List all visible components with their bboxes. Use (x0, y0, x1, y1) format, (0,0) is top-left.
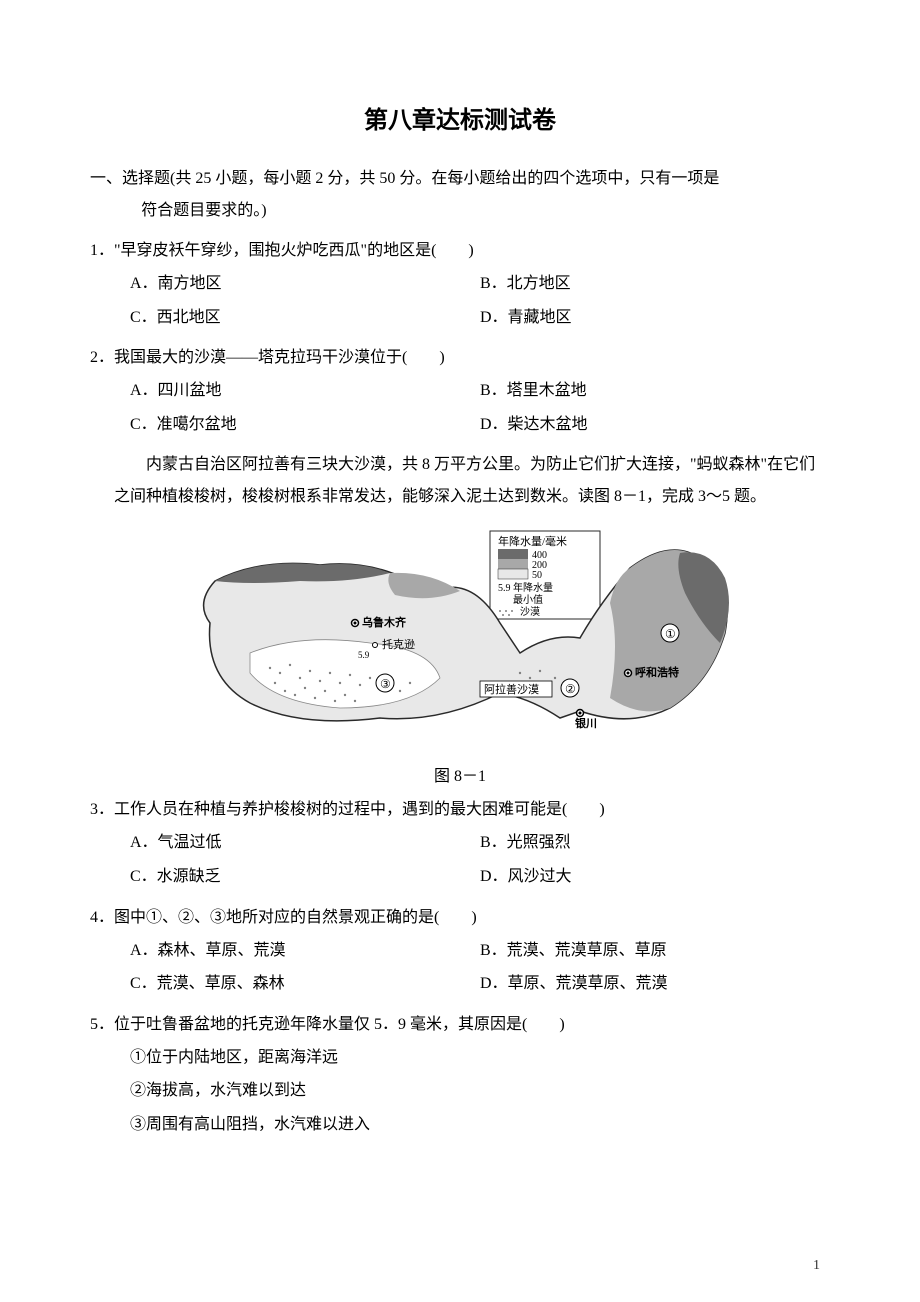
q3-option-a: A．气温过低 (130, 826, 480, 860)
legend-min1: 5.9 年降水量 (498, 581, 553, 594)
q4-option-c: C．荒漠、草原、森林 (130, 967, 480, 1001)
q3-options: A．气温过低 B．光照强烈 C．水源缺乏 D．风沙过大 (90, 826, 830, 893)
q1-options: A．南方地区 B．北方地区 C．西北地区 D．青藏地区 (90, 267, 830, 334)
q2-options: A．四川盆地 B．塔里木盆地 C．准噶尔盆地 D．柴达木盆地 (90, 374, 830, 441)
map-svg: 年降水量/毫米 400 200 50 5.9 年降水量 最小值 沙漠 (180, 523, 740, 753)
q4-option-b: B．荒漠、荒漠草原、草原 (480, 934, 830, 968)
label-tokson-val: 5.9 (358, 650, 370, 660)
q4-option-a: A．森林、草原、荒漠 (130, 934, 480, 968)
label-n1: ① (665, 627, 676, 641)
page-title: 第八章达标测试卷 (90, 100, 830, 135)
q2-option-b: B．塔里木盆地 (480, 374, 830, 408)
q5-reason-1: ①位于内陆地区，距离海洋远 (130, 1041, 830, 1075)
q5-stem: 5．位于吐鲁番盆地的托克逊年降水量仅 5．9 毫米，其原因是( ) (90, 1009, 830, 1041)
q2-option-c: C．准噶尔盆地 (130, 408, 480, 442)
q4-options: A．森林、草原、荒漠 B．荒漠、荒漠草原、草原 C．荒漠、草原、森林 D．草原、… (90, 934, 830, 1001)
q3-option-b: B．光照强烈 (480, 826, 830, 860)
question-4: 4．图中①、②、③地所对应的自然景观正确的是( ) A．森林、草原、荒漠 B．荒… (90, 902, 830, 1001)
figure-8-1: 年降水量/毫米 400 200 50 5.9 年降水量 最小值 沙漠 (90, 523, 830, 786)
city-hohhot-dot (627, 672, 630, 675)
q3-stem: 3．工作人员在种植与养护梭梭树的过程中，遇到的最大困难可能是( ) (90, 794, 830, 826)
label-n2: ② (565, 682, 576, 696)
q2-option-d: D．柴达木盆地 (480, 408, 830, 442)
label-alashan: 阿拉善沙漠 (484, 682, 539, 696)
label-yinchuan: 银川 (575, 716, 597, 730)
label-n3: ③ (380, 677, 391, 691)
q3-option-c: C．水源缺乏 (130, 860, 480, 894)
label-hohhot: 呼和浩特 (635, 665, 679, 679)
label-tokson: 托克逊 (382, 637, 415, 651)
question-1: 1．"早穿皮袄午穿纱，围抱火炉吃西瓜"的地区是( ) A．南方地区 B．北方地区… (90, 235, 830, 334)
question-3: 3．工作人员在种植与养护梭梭树的过程中，遇到的最大困难可能是( ) A．气温过低… (90, 794, 830, 893)
q4-option-d: D．草原、荒漠草原、荒漠 (480, 967, 830, 1001)
question-2: 2．我国最大的沙漠——塔克拉玛干沙漠位于( ) A．四川盆地 B．塔里木盆地 C… (90, 342, 830, 441)
legend-swatch-400 (498, 549, 528, 559)
legend-swatch-50 (498, 569, 528, 579)
question-5: 5．位于吐鲁番盆地的托克逊年降水量仅 5．9 毫米，其原因是( ) ①位于内陆地… (90, 1009, 830, 1142)
city-urumqi-dot (354, 622, 357, 625)
q5-reasons: ①位于内陆地区，距离海洋远 ②海拔高，水汽难以到达 ③周围有高山阻挡，水汽难以进… (90, 1041, 830, 1142)
legend-desert: 沙漠 (520, 606, 540, 618)
legend-title: 年降水量/毫米 (498, 534, 567, 548)
q1-option-b: B．北方地区 (480, 267, 830, 301)
q5-reason-2: ②海拔高，水汽难以到达 (130, 1074, 830, 1108)
q1-stem: 1．"早穿皮袄午穿纱，围抱火炉吃西瓜"的地区是( ) (90, 235, 830, 267)
figure-caption: 图 8－1 (90, 762, 830, 786)
legend: 年降水量/毫米 400 200 50 5.9 年降水量 最小值 沙漠 (490, 531, 600, 619)
q4-stem: 4．图中①、②、③地所对应的自然景观正确的是( ) (90, 902, 830, 934)
q3-option-d: D．风沙过大 (480, 860, 830, 894)
passage-1: 内蒙古自治区阿拉善有三块大沙漠，共 8 万平方公里。为防止它们扩大连接，"蚂蚁森… (90, 449, 830, 513)
label-urumqi: 乌鲁木齐 (362, 615, 407, 629)
legend-min2: 最小值 (513, 593, 543, 606)
section-one-line2: 符合题目要求的。) (90, 195, 830, 227)
section-one-header: 一、选择题(共 25 小题，每小题 2 分，共 50 分。在每小题给出的四个选项… (90, 163, 830, 227)
page: 第八章达标测试卷 一、选择题(共 25 小题，每小题 2 分，共 50 分。在每… (0, 0, 920, 1302)
q2-option-a: A．四川盆地 (130, 374, 480, 408)
section-one-line1: 一、选择题(共 25 小题，每小题 2 分，共 50 分。在每小题给出的四个选项… (90, 170, 719, 187)
q2-stem: 2．我国最大的沙漠——塔克拉玛干沙漠位于( ) (90, 342, 830, 374)
city-yinchuan-dot (579, 712, 582, 715)
page-number: 1 (813, 1258, 820, 1274)
q5-reason-3: ③周围有高山阻挡，水汽难以进入 (130, 1108, 830, 1142)
q1-option-d: D．青藏地区 (480, 301, 830, 335)
city-tokson-marker (373, 643, 378, 648)
q1-option-a: A．南方地区 (130, 267, 480, 301)
legend-swatch-200 (498, 559, 528, 569)
q1-option-c: C．西北地区 (130, 301, 480, 335)
legend-50: 50 (532, 570, 542, 581)
